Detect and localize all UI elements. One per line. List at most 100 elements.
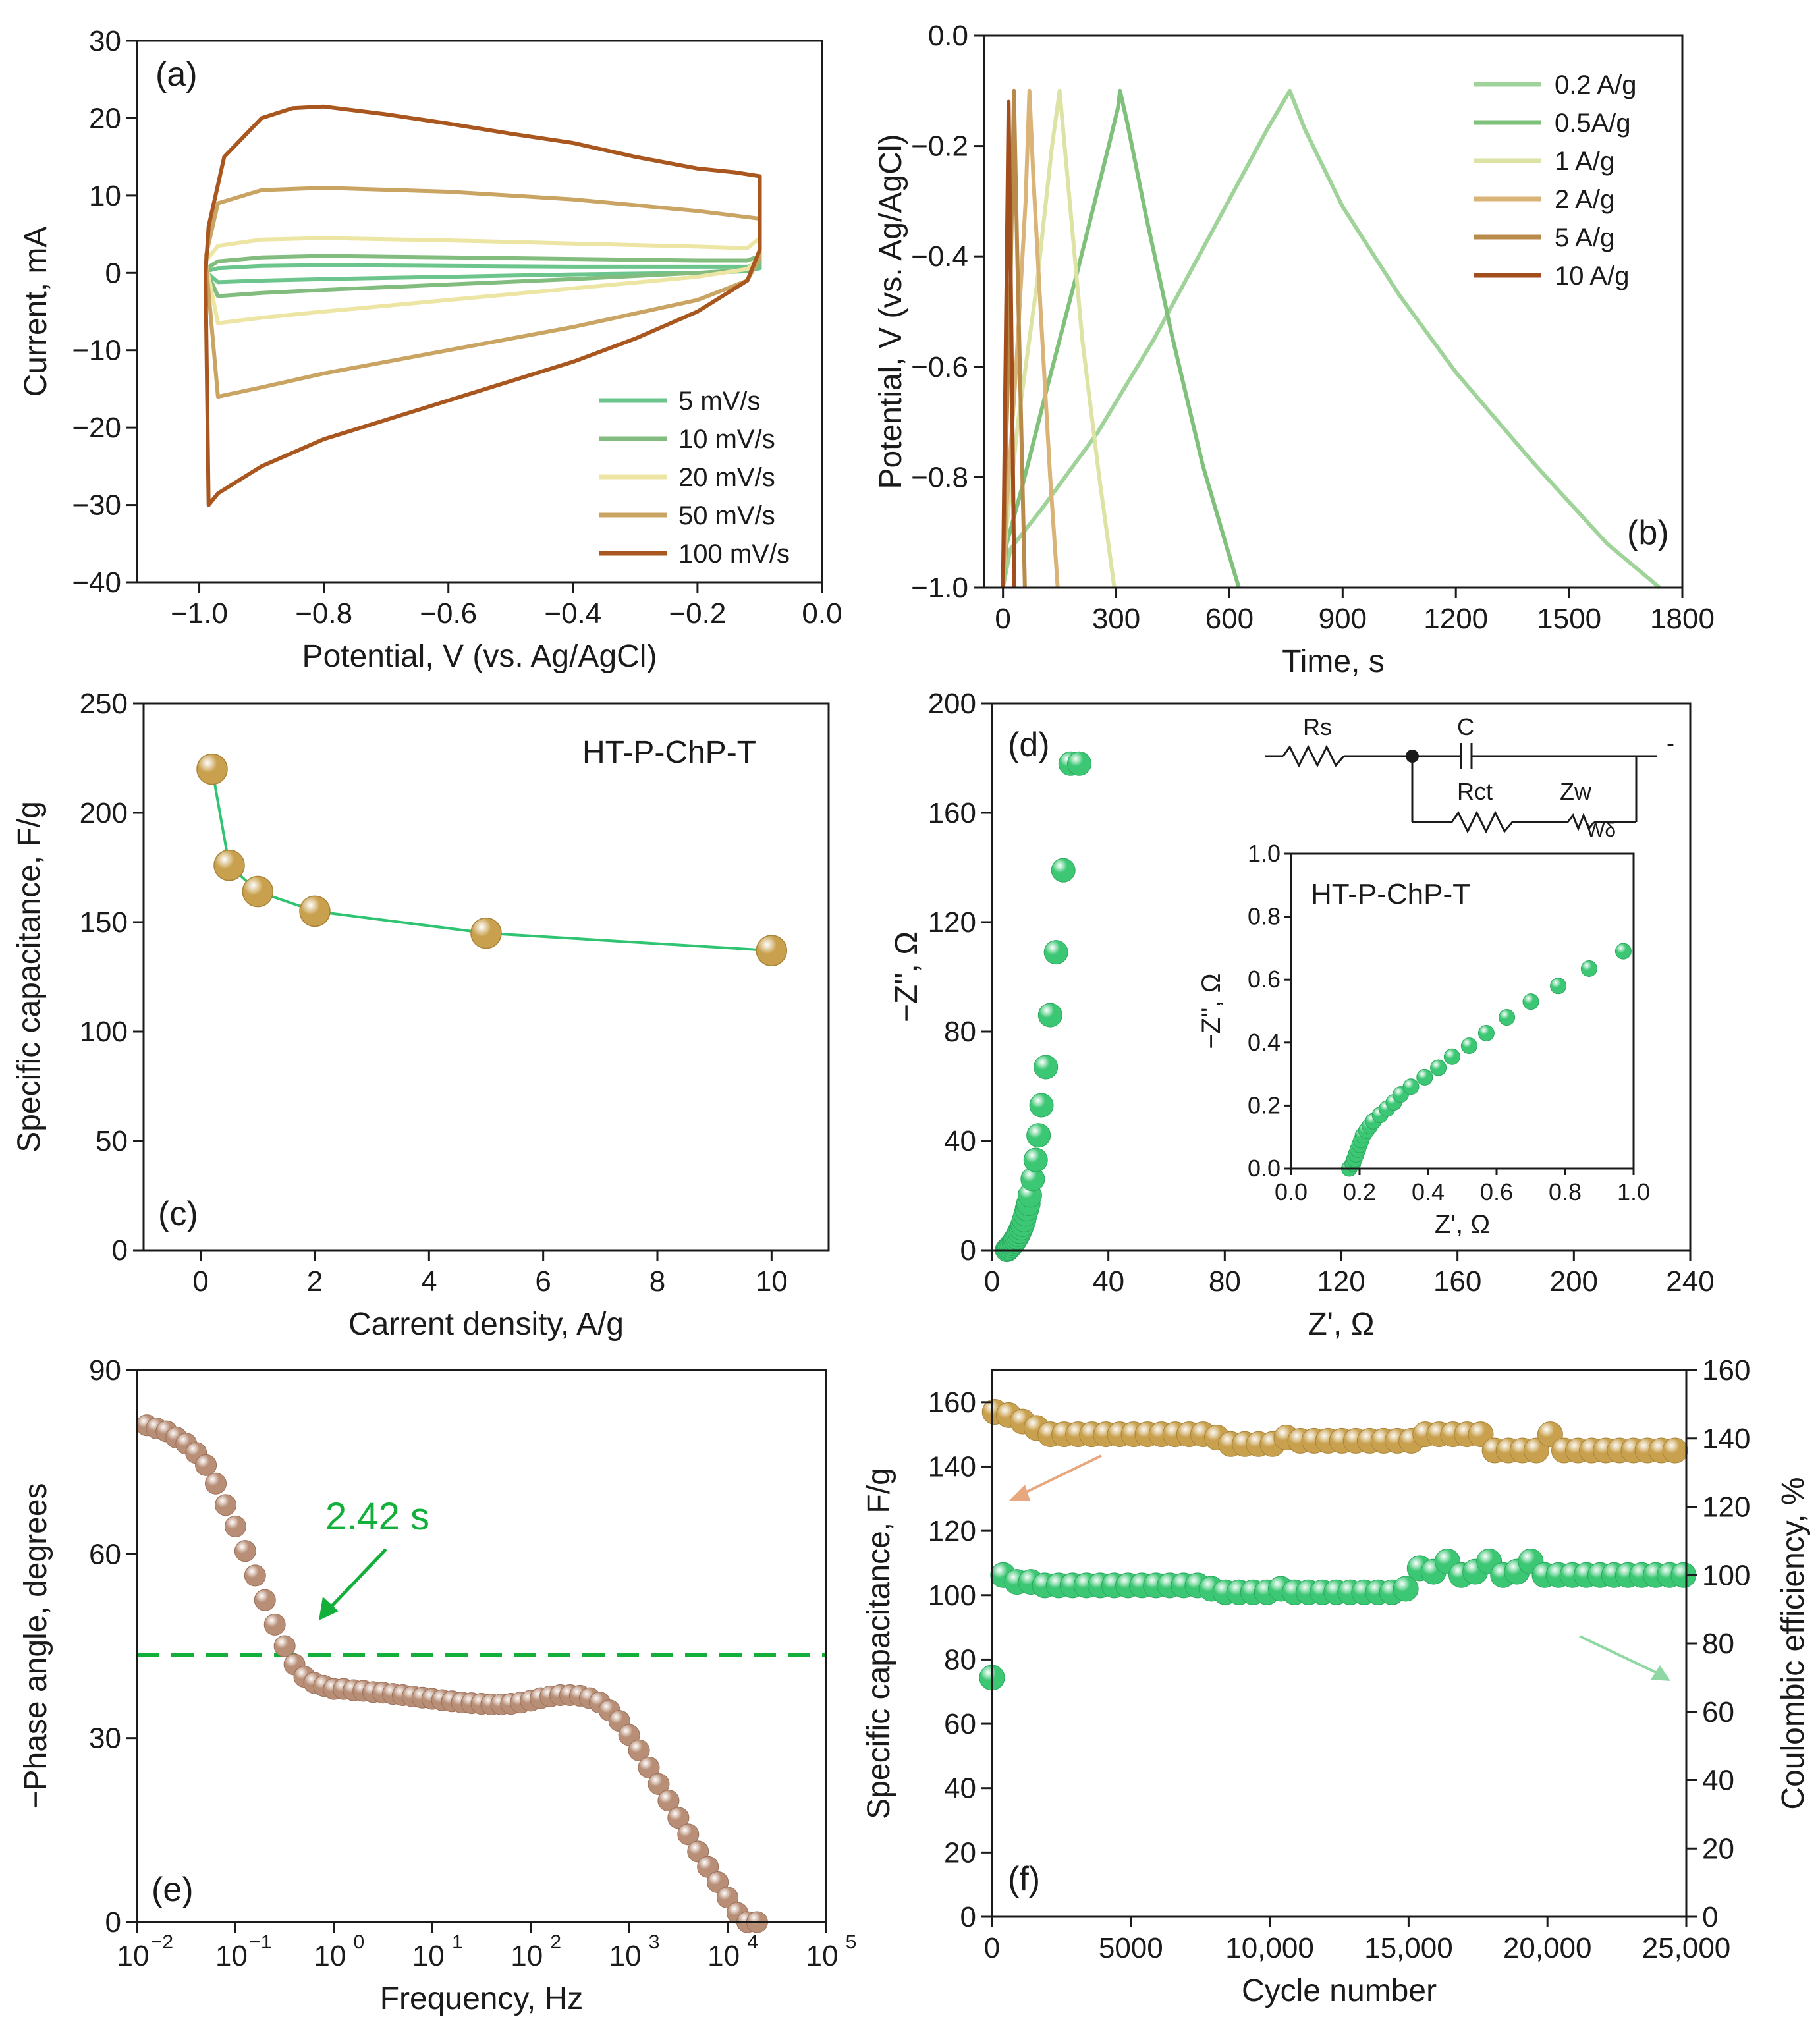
panel-b-legend-label: 1 A/g (1555, 147, 1614, 176)
panel-f-y2-tick-label: 40 (1702, 1765, 1734, 1797)
panel-a-legend-label: 5 mV/s (678, 387, 760, 416)
panel-b-label: (b) (1627, 514, 1669, 552)
panel-c-y-axis-title: Specific capacitance, F/g (12, 801, 47, 1153)
panel-e-axes-frame (136, 1369, 827, 1923)
cv-curve-100mvs (204, 104, 762, 507)
panel-f-x-tick-label: 10,000 (1225, 1932, 1314, 1964)
panel-f-y-tick-label: 160 (928, 1387, 976, 1419)
phase-angle-data-point (628, 1739, 650, 1761)
panel-e-x-tick-label: 10 (314, 1940, 346, 1972)
panel-c-x-tick-label: 2 (307, 1265, 323, 1298)
panel-d-x-tick-label: 240 (1666, 1265, 1714, 1298)
panel-f-y-axis-title: Specific capacitance, F/g (862, 1468, 896, 1819)
panel-d-x-tick-label: 160 (1433, 1265, 1481, 1298)
panel-a-x-axis-title: Potential, V (vs. Ag/AgCl) (302, 639, 657, 674)
panel-c-y-tick-label: 0 (112, 1234, 128, 1267)
panel-e-y-tick-label: 0 (105, 1906, 121, 1939)
panel-f-y-tick-label: 120 (928, 1515, 976, 1547)
panel-a-axes-frame (136, 40, 823, 584)
panel-d-x-tick-label: 200 (1550, 1265, 1598, 1298)
panel-d-x-axis-title: Z', Ω (1308, 1307, 1374, 1342)
panel-c-y-tick-label: 50 (96, 1125, 128, 1157)
phase-angle-data-point (263, 1613, 286, 1636)
panel-b-y-tick-label: −0.8 (911, 461, 968, 493)
nyquist-data-point (1067, 751, 1091, 776)
panel-a-y-tick-label: −10 (72, 335, 121, 367)
panel-c-axes-frame (142, 702, 830, 1252)
panel-a-legend-label: 100 mV/s (678, 539, 790, 568)
panel-c-label: (c) (158, 1195, 198, 1233)
panel-e-y-tick-label: 90 (89, 1354, 121, 1387)
panel-e-x-tick-label: 10 (412, 1940, 445, 1972)
panel-e-y-tick-label: 60 (89, 1538, 121, 1570)
phase-angle-data-point (214, 1494, 236, 1516)
panel-f-y-tick-label: 0 (960, 1901, 976, 1933)
panel-b-axes-frame (983, 34, 1684, 589)
panel-a-label: (a) (155, 55, 198, 94)
inset-x-tick-label: 0.2 (1343, 1178, 1376, 1205)
inset-nyquist-data-point (1580, 960, 1597, 977)
panel-e-x-tick-label: 10 (117, 1940, 150, 1972)
circuit-label-c: C (1457, 713, 1474, 740)
panel-b-legend-label: 5 A/g (1555, 223, 1614, 252)
panel-f-y2-tick-label: 0 (1702, 1901, 1718, 1933)
inset-x-tick-label: 0.0 (1275, 1178, 1308, 1205)
phase-angle-data-point (224, 1515, 246, 1537)
panel-b-x-tick-label: 300 (1092, 603, 1140, 635)
panel-b-x-tick-label: 900 (1319, 603, 1367, 635)
panel-c-x-tick-label: 4 (421, 1265, 437, 1298)
panel-d-x-tick-label: 0 (984, 1265, 1000, 1298)
phase-angle-data-point (667, 1807, 690, 1829)
nyquist-data-point (1023, 1147, 1048, 1172)
panel-d-y-tick-label: 160 (928, 797, 976, 829)
panel-f-y2-tick-label: 140 (1702, 1423, 1750, 1455)
panel-a-y-tick-label: −30 (72, 489, 121, 522)
phase-angle-data-point (254, 1589, 276, 1611)
nyquist-data-point (1037, 1003, 1062, 1028)
panel-a-legend-label: 20 mV/s (678, 463, 775, 492)
panel-e-x-tick-exponent: 0 (354, 1931, 365, 1953)
inset-x-tick-label: 0.8 (1549, 1178, 1582, 1205)
panel-c-x-tick-label: 0 (192, 1265, 208, 1298)
efficiency-axis-arrow-head (1651, 1665, 1670, 1681)
panel-f-label: (f) (1008, 1860, 1040, 1898)
panel-a-x-tick-label: −0.2 (669, 597, 726, 630)
panel-e-x-tick-label: 10 (806, 1940, 839, 1972)
phase-angle-data-point (273, 1635, 296, 1657)
phase-angle-data-point (677, 1823, 700, 1846)
panel-c-x-tick-label: 8 (649, 1265, 665, 1298)
panel-e-x-tick-label: 10 (707, 1940, 740, 1972)
phase-angle-data-point (618, 1724, 640, 1746)
phase-angle-data-point (648, 1773, 670, 1795)
panel-e-y-tick-label: 30 (89, 1722, 121, 1755)
circuit-label-rs: Rs (1303, 713, 1332, 740)
panel-c-x-axis-title: Carrent density, A/g (348, 1307, 624, 1342)
phase-angle-data-point (717, 1887, 739, 1909)
panel-e-x-tick-label: 10 (609, 1940, 642, 1972)
inset-x-tick-label: 1.0 (1617, 1178, 1650, 1205)
capacitance-cycle-point (1662, 1437, 1688, 1464)
panel-e-x-tick-exponent: 2 (550, 1931, 561, 1953)
panel-f-y-tick-label: 40 (944, 1773, 976, 1805)
panel-e-x-tick-exponent: −1 (249, 1931, 271, 1953)
circuit-label-zw: Zw (1560, 778, 1592, 805)
panel-b-legend-label: 0.2 A/g (1555, 70, 1637, 99)
efficiency-axis-arrow-shaft (1579, 1635, 1658, 1674)
panel-e-x-tick-exponent: 1 (452, 1931, 463, 1953)
capacitance-axis-arrow-shaft (1022, 1454, 1102, 1495)
inset-nyquist-data-point (1550, 978, 1567, 995)
phase-angle-data-point (687, 1840, 709, 1863)
phase-angle-data-point (195, 1454, 217, 1476)
panel-b-x-axis-title: Time, s (1282, 644, 1385, 679)
panel-d-y-axis-title: −Z'', Ω (889, 931, 924, 1022)
phase-angle-data-point (657, 1790, 680, 1812)
panel-c-y-tick-label: 250 (80, 688, 128, 720)
gcd-curve-05ag (1001, 88, 1241, 588)
efficiency-cycle-point (1393, 1576, 1419, 1602)
gcd-curve-10ag (1001, 99, 1016, 588)
panel-f-y2-tick-label: 60 (1702, 1696, 1734, 1728)
panel-f-x-axis-title: Cycle number (1242, 1973, 1437, 2008)
panel-d-x-tick-label: 40 (1092, 1265, 1124, 1298)
capacitance-data-point (756, 935, 788, 966)
